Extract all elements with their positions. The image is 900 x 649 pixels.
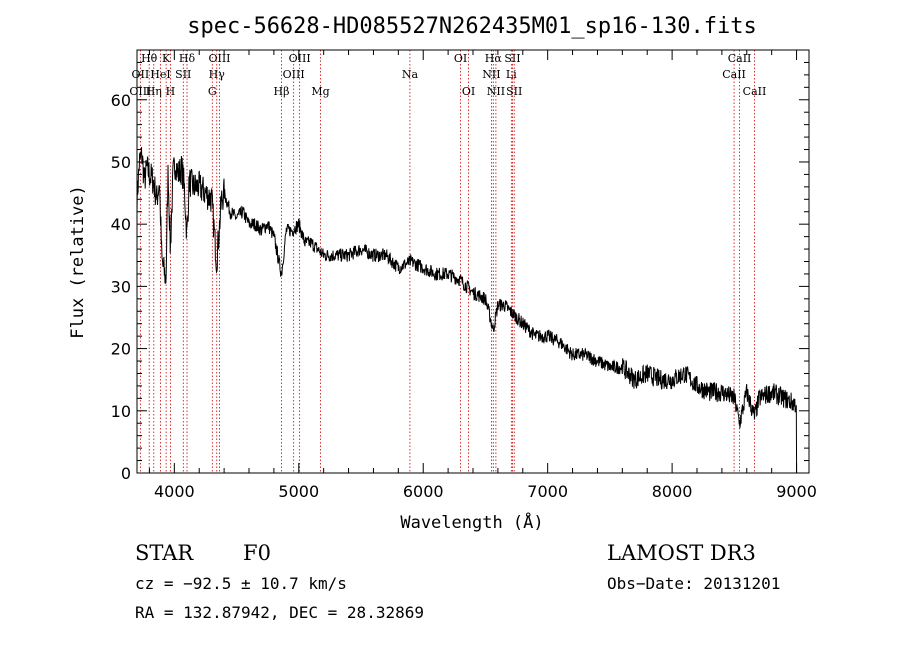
emission-line-label: OIII: [129, 85, 151, 98]
emission-line-label: CaII: [722, 68, 746, 81]
emission-line-label: NII: [482, 68, 500, 81]
emission-line-label: Li: [506, 68, 517, 81]
emission-line-label: K: [162, 52, 171, 65]
y-tick-label: 10: [111, 402, 131, 421]
star-subclass: F0: [243, 541, 271, 565]
emission-line-label: H: [166, 85, 176, 98]
chart-title: spec-56628-HD085527N262435M01_sp16-130.f…: [187, 14, 757, 39]
x-tick-label: 7000: [527, 482, 568, 501]
emission-line-label: OIII: [208, 52, 230, 65]
x-tick-label: 8000: [652, 482, 693, 501]
emission-line-label: SII: [506, 85, 522, 98]
y-axis-ticks: 0 10 20 30 40 50 60: [111, 61, 809, 483]
emission-line-label: Na: [402, 68, 419, 81]
redshift-cz: cz = −92.5 ± 10.7 km/s: [135, 574, 347, 593]
emission-line-label: SII: [175, 68, 191, 81]
y-tick-label: 0: [121, 464, 131, 483]
emission-line-label: OIII: [283, 68, 305, 81]
x-tick-label: 4000: [154, 482, 195, 501]
emission-line-label: Hη: [146, 85, 162, 98]
y-tick-label: 20: [111, 340, 131, 359]
x-tick-label: 6000: [403, 482, 444, 501]
y-tick-label: 50: [111, 153, 131, 172]
emission-line-label: Hδ: [179, 52, 196, 65]
y-tick-label: 30: [111, 277, 131, 296]
emission-line-label: SII: [504, 52, 520, 65]
star-class-label: STAR: [135, 541, 194, 565]
y-tick-label: 60: [111, 91, 131, 110]
emission-line-label: OI: [462, 85, 475, 98]
emission-line-label: G: [208, 85, 217, 98]
emission-line-label: HeI: [150, 68, 170, 81]
x-axis-label: Wavelength (Å): [400, 511, 543, 533]
emission-line-label: Mg: [311, 85, 329, 98]
emission-line-label: OIII: [289, 52, 311, 65]
emission-line-label: Hα: [485, 52, 503, 65]
emission-line-label: Hθ: [141, 52, 158, 65]
emission-line-label: CaII: [743, 85, 767, 98]
ra-dec-coordinates: RA = 132.87942, DEC = 28.32869: [135, 603, 424, 622]
plot-frame: [136, 49, 810, 474]
emission-line-label: OI: [454, 52, 467, 65]
y-axis-label: Flux (relative): [68, 185, 88, 339]
spectrum-series-line: [136, 147, 798, 474]
y-tick-label: 40: [111, 215, 131, 234]
emission-line-label: Hγ: [209, 68, 226, 81]
emission-line-label: CaII: [728, 52, 752, 65]
x-axis-ticks: 4000 5000 6000 7000 8000 9000: [148, 50, 817, 501]
x-tick-label: 5000: [278, 482, 319, 501]
emission-line-label: Hβ: [274, 85, 290, 98]
observation-date: Obs−Date: 20131201: [607, 574, 781, 593]
x-tick-label: 9000: [776, 482, 817, 501]
emission-line-markers: [139, 50, 755, 473]
emission-line-label: NII: [487, 85, 505, 98]
survey-name: LAMOST DR3: [607, 541, 756, 565]
